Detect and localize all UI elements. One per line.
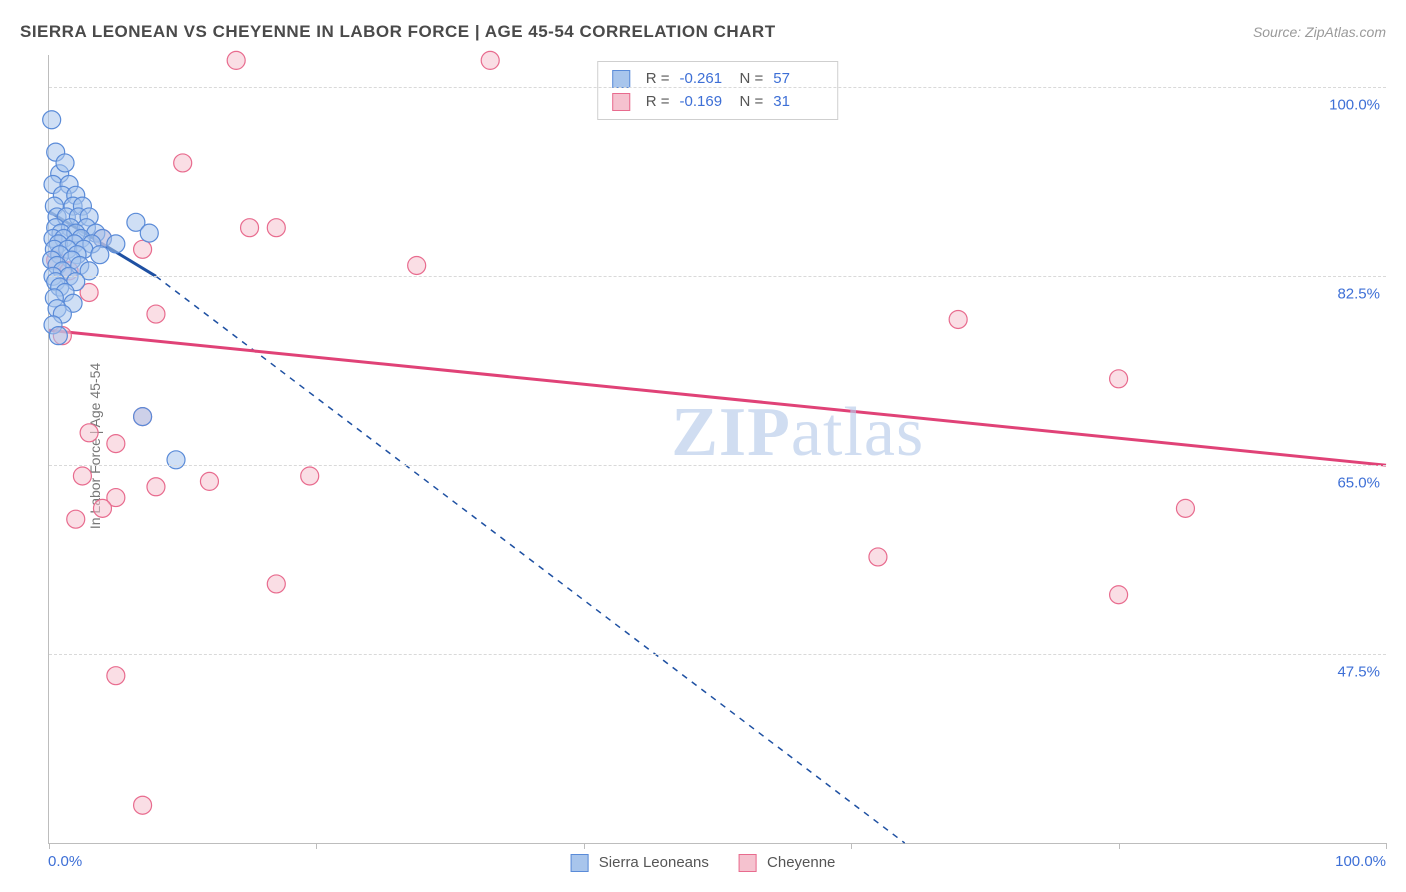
legend-swatch-1 bbox=[571, 854, 589, 872]
x-axis-label-left: 0.0% bbox=[48, 853, 82, 870]
chart-svg bbox=[49, 55, 1386, 843]
legend-label-2: Cheyenne bbox=[767, 854, 835, 871]
y-tick-label: 100.0% bbox=[1321, 97, 1380, 114]
plot-area: ZIPatlas R = -0.261 N = 57 R = -0.169 N … bbox=[48, 55, 1386, 844]
source-label: Source: ZipAtlas.com bbox=[1253, 24, 1386, 40]
stats-row-2: R = -0.169 N = 31 bbox=[612, 91, 824, 114]
legend-item-2: Cheyenne bbox=[739, 854, 836, 872]
stats-box: R = -0.261 N = 57 R = -0.169 N = 31 bbox=[597, 61, 839, 120]
legend-item-1: Sierra Leoneans bbox=[571, 854, 709, 872]
y-tick-label: 47.5% bbox=[1329, 664, 1380, 681]
legend-label-1: Sierra Leoneans bbox=[599, 854, 709, 871]
swatch-series2 bbox=[612, 93, 630, 111]
chart-title: SIERRA LEONEAN VS CHEYENNE IN LABOR FORC… bbox=[20, 22, 776, 42]
swatch-series1 bbox=[612, 70, 630, 88]
y-tick-label: 82.5% bbox=[1329, 286, 1380, 303]
legend-swatch-2 bbox=[739, 854, 757, 872]
y-tick-label: 65.0% bbox=[1329, 475, 1380, 492]
x-axis-label-right: 100.0% bbox=[1335, 853, 1386, 870]
legend-bottom: Sierra Leoneans Cheyenne bbox=[571, 854, 836, 872]
